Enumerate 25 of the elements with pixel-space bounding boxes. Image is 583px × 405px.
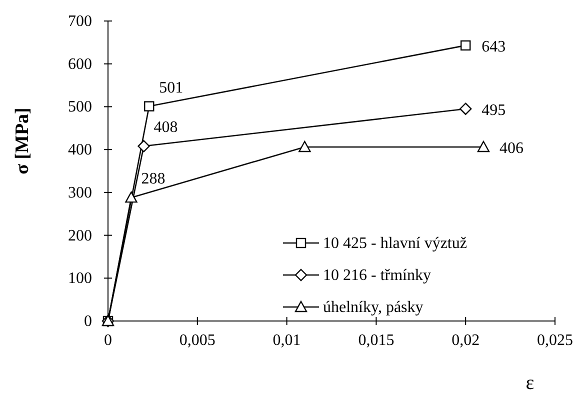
data-label: 643	[482, 38, 506, 56]
y-tick-label: 500	[68, 98, 92, 116]
data-label: 406	[499, 140, 524, 157]
legend-label: 10 216 - třmínky	[323, 267, 431, 284]
y-tick-label: 100	[68, 270, 92, 288]
x-axis-title: ε	[526, 372, 534, 394]
legend-label: úhelníky, pásky	[323, 299, 424, 316]
x-tick-label: 0,025	[537, 332, 573, 349]
y-tick-label: 0	[84, 313, 92, 330]
x-tick-label: 0,01	[272, 332, 301, 349]
y-tick-label: 400	[68, 142, 92, 159]
x-tick-label: 0,02	[452, 332, 480, 349]
y-axis-title: σ [MPa]	[12, 108, 33, 174]
data-label: 288	[141, 170, 166, 188]
y-tick-label: 700	[68, 13, 92, 30]
data-label: 501	[159, 79, 184, 96]
x-tick-label: 0,015	[358, 332, 394, 349]
y-tick-label: 600	[68, 56, 92, 73]
legend-label: 10 425 - hlavní výztuž	[323, 235, 467, 252]
y-tick-label: 200	[68, 227, 92, 244]
data-label: 495	[482, 102, 506, 119]
data-label: 408	[154, 119, 178, 136]
y-tick-label: 300	[68, 184, 92, 202]
x-tick-label: 0	[104, 332, 112, 349]
x-tick-label: 0,005	[179, 332, 216, 349]
